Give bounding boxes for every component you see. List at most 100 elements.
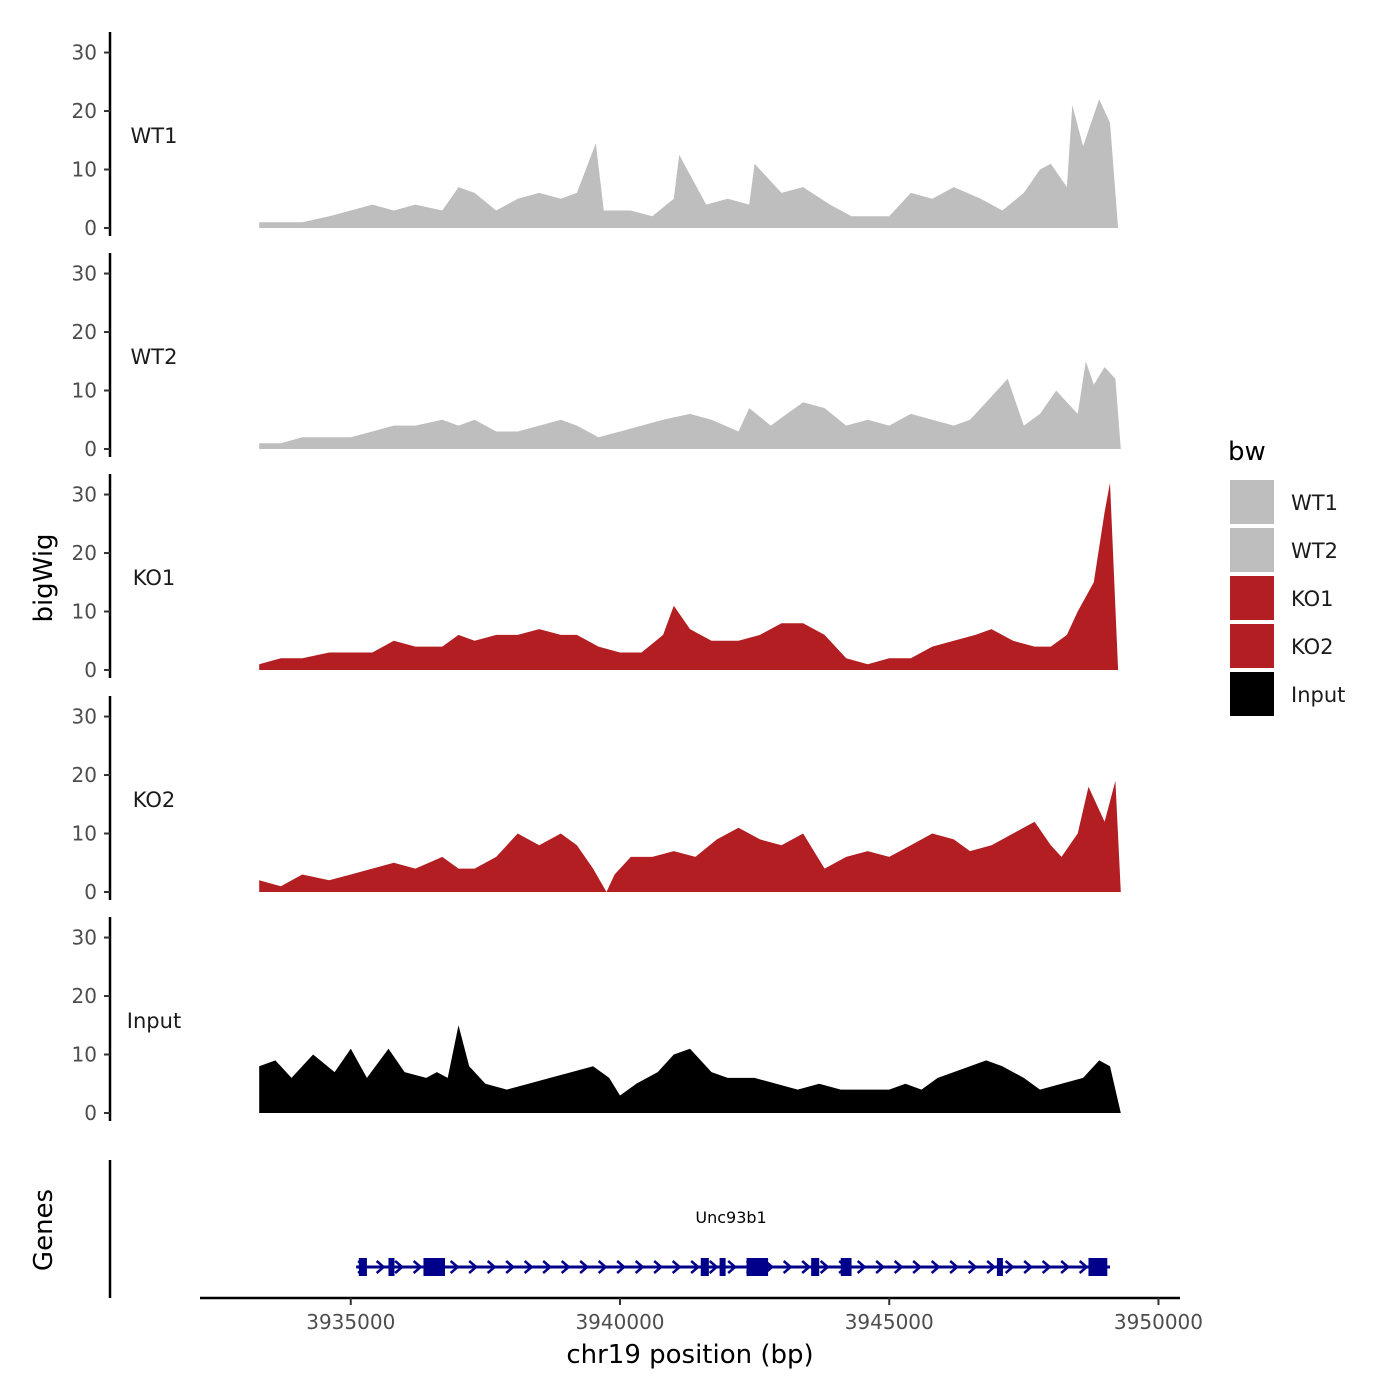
y-tick-label: 0 <box>84 880 97 904</box>
track-ko1: 0 10 20 30 KO1 <box>72 474 1119 682</box>
y-tick-label: 30 <box>72 262 97 286</box>
strand-arrow <box>468 1260 479 1274</box>
strand-arrow <box>560 1260 571 1274</box>
area-ko1 <box>259 482 1119 670</box>
y-tick-label: 20 <box>72 99 97 123</box>
strand-arrow <box>727 1260 738 1274</box>
strand-arrow <box>486 1260 497 1274</box>
strand-arrow <box>394 1260 405 1274</box>
area-ko2 <box>259 780 1121 892</box>
strand-arrow <box>412 1260 423 1274</box>
y-tick-label: 20 <box>72 763 97 787</box>
strand-arrow <box>986 1260 997 1274</box>
legend-label: WT1 <box>1291 491 1338 515</box>
strand-arrow <box>616 1260 627 1274</box>
legend-item-wt2: WT2 <box>1230 528 1338 572</box>
gene-name-label: Unc93b1 <box>695 1208 766 1227</box>
track-wt1: 0 10 20 30 WT1 <box>72 32 1119 240</box>
exon <box>700 1258 709 1276</box>
exon <box>719 1258 726 1276</box>
strand-arrow <box>856 1260 867 1274</box>
strand-arrow <box>1023 1260 1034 1274</box>
legend-label: Input <box>1291 683 1345 707</box>
track-label: KO2 <box>133 788 176 812</box>
strand-arrow <box>579 1260 590 1274</box>
x-axis: 3935000 3940000 3945000 3950000 <box>200 1296 1203 1334</box>
strand-arrow <box>949 1260 960 1274</box>
legend-item-ko1: KO1 <box>1230 576 1334 620</box>
track-label: KO1 <box>133 566 176 590</box>
track-label: Input <box>127 1009 181 1033</box>
y-tick-label: 30 <box>72 483 97 507</box>
y-tick-label: 10 <box>72 822 97 846</box>
legend-label: KO1 <box>1291 587 1334 611</box>
strand-arrow <box>1060 1260 1071 1274</box>
strand-arrow <box>782 1260 793 1274</box>
strand-arrow <box>967 1260 978 1274</box>
y-tick-label: 0 <box>84 437 97 461</box>
legend-swatch <box>1230 624 1274 668</box>
strand-arrow <box>875 1260 886 1274</box>
strand-arrow <box>1041 1260 1052 1274</box>
strand-arrow <box>505 1260 516 1274</box>
gene-unc93b1: Unc93b1 <box>356 1208 1110 1276</box>
strand-arrow <box>708 1260 719 1274</box>
y-tick-label: 20 <box>72 541 97 565</box>
legend-item-wt1: WT1 <box>1230 480 1338 524</box>
legend-swatch <box>1230 672 1274 716</box>
y-tick-label: 0 <box>84 658 97 682</box>
area-input <box>259 1025 1121 1113</box>
y-tick-label: 20 <box>72 320 97 344</box>
genes-axis-title: Genes <box>29 1189 59 1271</box>
strand-arrow <box>1078 1260 1089 1274</box>
y-tick-label: 0 <box>84 216 97 240</box>
exon <box>840 1258 852 1276</box>
exon <box>746 1258 769 1276</box>
y-tick-label: 30 <box>72 926 97 950</box>
exon <box>1088 1258 1108 1276</box>
y-tick-label: 20 <box>72 984 97 1008</box>
strand-arrow <box>801 1260 812 1274</box>
strand-arrow <box>653 1260 664 1274</box>
strand-arrow <box>912 1260 923 1274</box>
x-tick-label: 3940000 <box>575 1310 664 1334</box>
strand-arrow <box>819 1260 830 1274</box>
strand-arrow <box>523 1260 534 1274</box>
exon <box>811 1258 820 1276</box>
track-label: WT1 <box>131 124 178 148</box>
strand-arrow <box>671 1260 682 1274</box>
strand-arrow <box>597 1260 608 1274</box>
track-label: WT2 <box>131 345 178 369</box>
strand-arrow <box>893 1260 904 1274</box>
legend-swatch <box>1230 528 1274 572</box>
y-tick-label: 10 <box>72 1043 97 1067</box>
legend-label: KO2 <box>1291 635 1334 659</box>
strand-arrow <box>634 1260 645 1274</box>
y-tick-label: 10 <box>72 379 97 403</box>
y-tick-label: 10 <box>72 158 97 182</box>
exon <box>388 1258 395 1276</box>
y-tick-label: 30 <box>72 41 97 65</box>
y-tick-label: 10 <box>72 600 97 624</box>
strand-arrow <box>375 1260 386 1274</box>
y-tick-label: 0 <box>84 1101 97 1125</box>
area-wt1 <box>259 99 1119 228</box>
legend: bw WT1 WT2 KO1 KO2 Input <box>1228 437 1345 716</box>
exon <box>423 1258 445 1276</box>
track-input: 0 10 20 30 Input <box>72 917 1121 1125</box>
area-wt2 <box>259 361 1121 449</box>
strand-arrow <box>449 1260 460 1274</box>
strand-arrow <box>930 1260 941 1274</box>
coverage-tracks: 0 10 20 30 WT1 0 10 20 30 WT2 0 10 20 30 KO1 0 10 20 30 KO2… <box>72 32 1121 1125</box>
legend-item-input: Input <box>1230 672 1345 716</box>
strand-arrow <box>542 1260 553 1274</box>
legend-label: WT2 <box>1291 539 1338 563</box>
legend-swatch <box>1230 576 1274 620</box>
y-tick-label: 30 <box>72 705 97 729</box>
track-ko2: 0 10 20 30 KO2 <box>72 696 1121 904</box>
exon <box>996 1258 1003 1276</box>
strand-arrow <box>1004 1260 1015 1274</box>
legend-title: bw <box>1228 437 1266 467</box>
exon <box>358 1258 367 1276</box>
